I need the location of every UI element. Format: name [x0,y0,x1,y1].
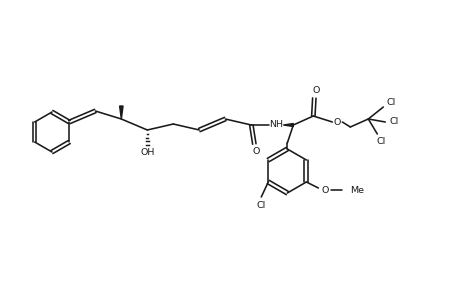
Text: Cl: Cl [389,116,398,125]
Text: Cl: Cl [386,98,395,106]
Text: Me: Me [350,185,364,194]
Text: Cl: Cl [376,136,385,146]
Text: O: O [333,118,340,127]
Text: O: O [252,146,259,155]
Text: Cl: Cl [256,200,265,209]
Text: O: O [321,185,328,194]
Text: OH: OH [140,148,154,157]
Polygon shape [119,106,123,119]
Polygon shape [283,124,293,127]
Text: O: O [312,85,319,94]
Text: NH: NH [269,119,283,128]
